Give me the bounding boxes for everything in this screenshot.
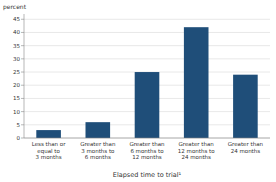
x-tick-label: Greater than3 months to6 months bbox=[80, 141, 116, 160]
x-tick-label: Greater than6 months to12 months bbox=[129, 141, 165, 160]
y-tick bbox=[21, 98, 24, 99]
y-tick bbox=[21, 32, 24, 33]
x-tick-label: Less than orequal to3 months bbox=[32, 141, 66, 160]
grid bbox=[24, 19, 270, 138]
x-tick-label: Greater than24 months bbox=[228, 141, 264, 154]
y-tick bbox=[21, 72, 24, 73]
y-tick bbox=[21, 85, 24, 86]
x-axis-label: Elapsed time to trial¹ bbox=[113, 171, 182, 179]
chart: 0 5 10 15 20 25 30 35 40 45 Less than orequal to3 … bbox=[0, 0, 276, 182]
y-tick bbox=[21, 138, 24, 139]
y-axis: 0 5 10 15 20 25 30 35 40 45 bbox=[13, 14, 24, 141]
grid-line bbox=[24, 45, 270, 46]
y-tick bbox=[21, 124, 24, 125]
grid-line bbox=[24, 19, 270, 20]
x-axis-line bbox=[24, 138, 270, 139]
y-tick-label: 15 bbox=[13, 95, 20, 101]
y-tick-label: 40 bbox=[13, 29, 20, 35]
y-tick-label: 30 bbox=[13, 56, 20, 62]
x-tick-label: Greater than12 months to24 months bbox=[178, 141, 215, 160]
bar bbox=[233, 75, 258, 138]
bar bbox=[184, 27, 209, 138]
y-tick-label: 35 bbox=[13, 43, 20, 49]
y-tick bbox=[21, 58, 24, 59]
y-tick-label: 5 bbox=[17, 122, 21, 128]
y-tick-label: 10 bbox=[13, 109, 20, 115]
grid-line bbox=[24, 32, 270, 33]
y-tick-label: 0 bbox=[17, 135, 21, 141]
y-axis-line bbox=[24, 14, 25, 138]
y-tick-label: 45 bbox=[13, 16, 20, 22]
bar bbox=[135, 72, 160, 138]
y-tick-label: 25 bbox=[13, 69, 20, 75]
bars bbox=[36, 27, 257, 138]
bar bbox=[86, 122, 111, 138]
grid-line bbox=[24, 58, 270, 59]
bar bbox=[36, 130, 61, 138]
y-tick bbox=[21, 19, 24, 20]
x-axis: Less than orequal to3 months Greater than… bbox=[24, 138, 270, 160]
y-tick-label: 20 bbox=[13, 82, 20, 88]
y-tick bbox=[21, 111, 24, 112]
y-axis-label: percent bbox=[3, 3, 27, 11]
y-tick bbox=[21, 45, 24, 46]
